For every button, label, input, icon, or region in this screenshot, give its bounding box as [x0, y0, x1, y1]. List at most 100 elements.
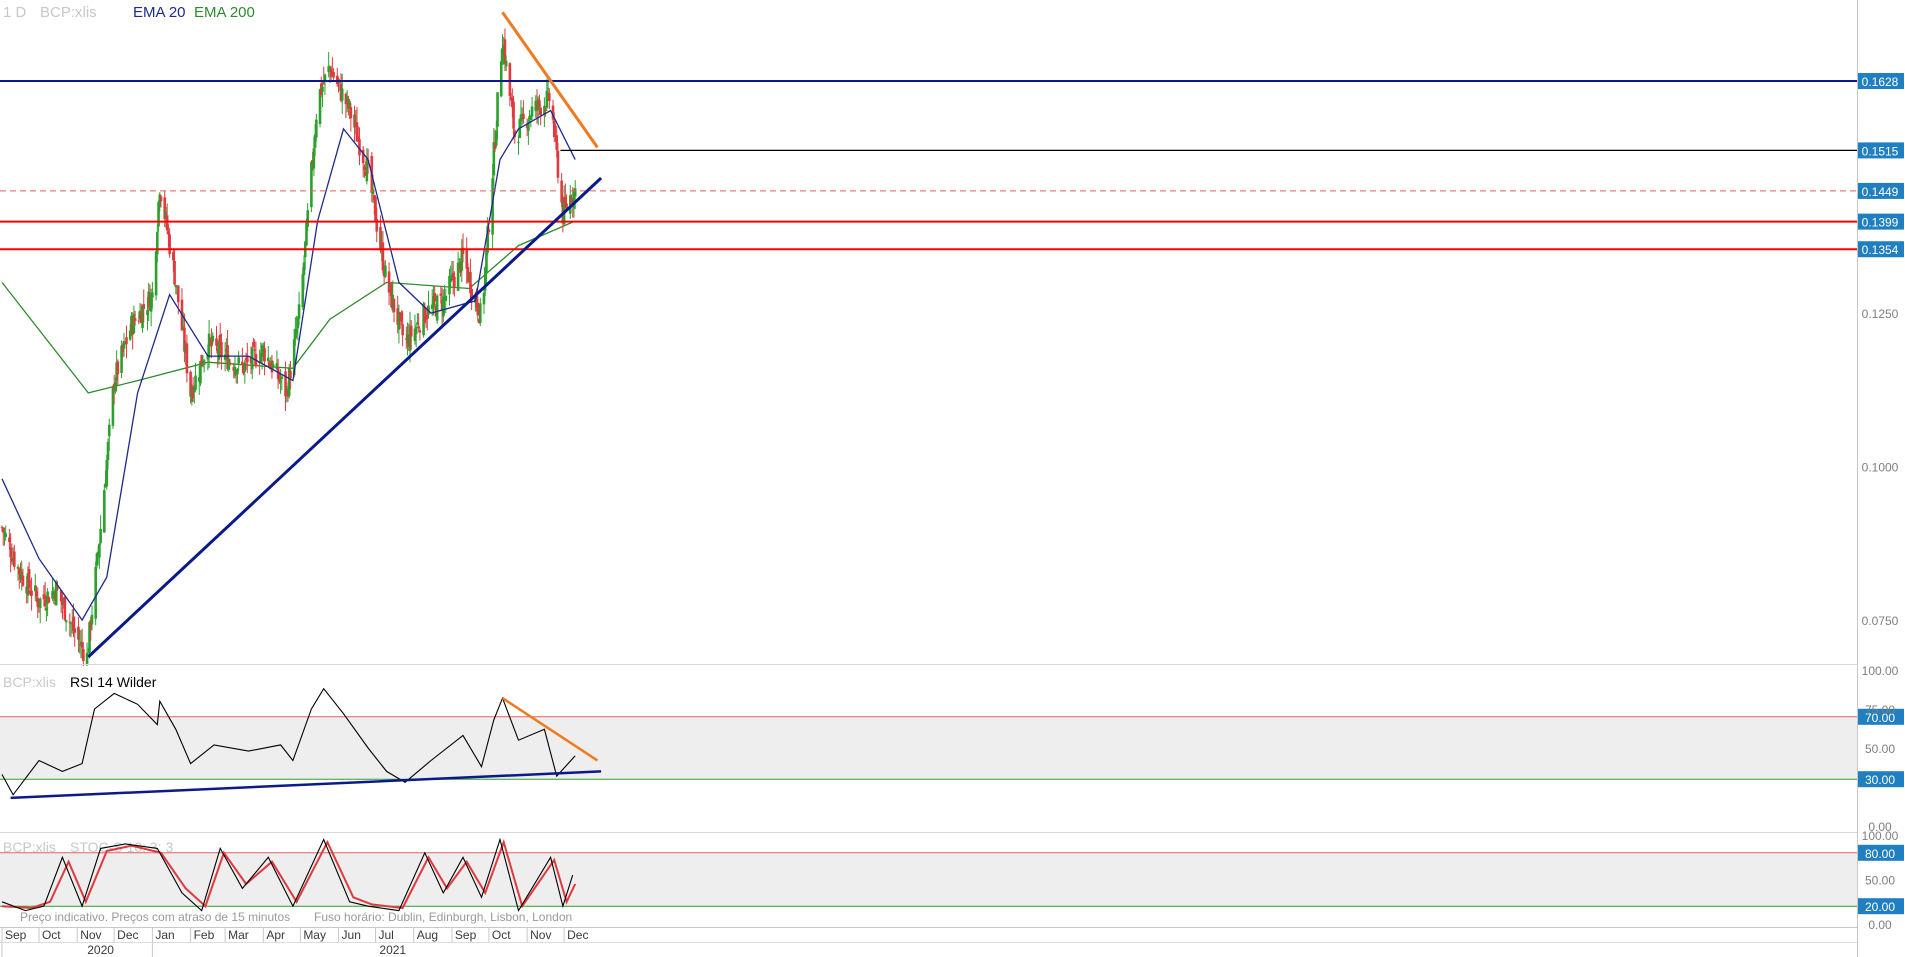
- candle[interactable]: [99, 515, 102, 545]
- candle[interactable]: [85, 642, 89, 668]
- candle[interactable]: [482, 288, 486, 315]
- candle[interactable]: [275, 350, 279, 371]
- candle[interactable]: [246, 342, 249, 374]
- candle[interactable]: [358, 127, 361, 166]
- candle[interactable]: [263, 341, 266, 376]
- candle[interactable]: [485, 247, 488, 287]
- candle[interactable]: [435, 293, 439, 324]
- candle[interactable]: [38, 597, 42, 624]
- candle[interactable]: [68, 613, 72, 637]
- candle[interactable]: [168, 227, 171, 258]
- candle[interactable]: [522, 100, 525, 124]
- candle[interactable]: [296, 316, 300, 341]
- candle[interactable]: [332, 68, 335, 80]
- candle[interactable]: [545, 78, 549, 112]
- candle[interactable]: [98, 542, 101, 569]
- candle[interactable]: [151, 281, 154, 309]
- candle[interactable]: [460, 239, 464, 283]
- candle[interactable]: [243, 359, 247, 384]
- candle[interactable]: [416, 313, 419, 326]
- candle[interactable]: [21, 568, 25, 587]
- candle[interactable]: [211, 332, 215, 345]
- candle[interactable]: [551, 99, 555, 124]
- candle[interactable]: [4, 525, 7, 541]
- candle[interactable]: [456, 251, 460, 292]
- price-panel[interactable]: [0, 0, 1857, 663]
- candle[interactable]: [539, 105, 542, 126]
- candle[interactable]: [302, 255, 306, 290]
- candle[interactable]: [544, 108, 547, 117]
- candle[interactable]: [353, 105, 356, 142]
- candle[interactable]: [202, 358, 206, 373]
- candle[interactable]: [271, 360, 275, 371]
- candle[interactable]: [527, 117, 530, 145]
- candle[interactable]: [356, 126, 360, 142]
- candle[interactable]: [13, 544, 16, 571]
- candle[interactable]: [8, 528, 11, 550]
- candle[interactable]: [156, 224, 159, 263]
- candle[interactable]: [530, 97, 534, 121]
- candle[interactable]: [210, 328, 213, 359]
- candle[interactable]: [185, 334, 189, 383]
- candle[interactable]: [548, 88, 551, 110]
- candle[interactable]: [173, 249, 176, 286]
- candle[interactable]: [107, 418, 111, 451]
- candle[interactable]: [142, 289, 146, 323]
- resistance-trendline[interactable]: [501, 11, 599, 149]
- candle[interactable]: [106, 438, 110, 470]
- candle[interactable]: [284, 361, 287, 411]
- candle[interactable]: [492, 128, 496, 186]
- candle[interactable]: [122, 332, 126, 357]
- candle[interactable]: [237, 351, 240, 372]
- candle[interactable]: [289, 361, 292, 390]
- candle[interactable]: [77, 616, 80, 653]
- candle[interactable]: [414, 324, 418, 348]
- candle[interactable]: [90, 605, 94, 631]
- candle[interactable]: [318, 88, 322, 128]
- candle[interactable]: [103, 484, 106, 533]
- candle[interactable]: [323, 73, 327, 95]
- candle[interactable]: [361, 146, 365, 178]
- candle[interactable]: [448, 268, 451, 306]
- candle[interactable]: [297, 291, 301, 326]
- candle[interactable]: [252, 337, 255, 348]
- candle[interactable]: [207, 320, 211, 368]
- candle[interactable]: [116, 359, 120, 386]
- candle[interactable]: [33, 573, 37, 602]
- candle[interactable]: [476, 296, 480, 322]
- candle[interactable]: [349, 103, 353, 132]
- candle[interactable]: [496, 92, 499, 140]
- candle[interactable]: [125, 325, 128, 359]
- candle[interactable]: [9, 533, 12, 573]
- candle[interactable]: [159, 194, 163, 208]
- candle[interactable]: [215, 326, 218, 351]
- candle[interactable]: [236, 367, 239, 384]
- candle[interactable]: [64, 619, 68, 632]
- candle[interactable]: [165, 203, 169, 235]
- candle[interactable]: [133, 310, 137, 326]
- candle[interactable]: [47, 595, 51, 604]
- candle[interactable]: [321, 82, 324, 108]
- candle[interactable]: [43, 581, 47, 611]
- candle[interactable]: [228, 358, 232, 366]
- candle[interactable]: [355, 107, 359, 142]
- candle[interactable]: [183, 313, 186, 363]
- candle[interactable]: [556, 142, 560, 184]
- candle[interactable]: [453, 271, 456, 297]
- candle[interactable]: [397, 304, 401, 344]
- candle[interactable]: [381, 230, 385, 274]
- candle[interactable]: [400, 310, 403, 326]
- candle[interactable]: [392, 298, 396, 323]
- candle[interactable]: [442, 289, 445, 323]
- candle[interactable]: [63, 595, 67, 621]
- candle[interactable]: [194, 362, 197, 392]
- candle[interactable]: [105, 454, 109, 490]
- candle[interactable]: [546, 80, 550, 95]
- candle[interactable]: [529, 114, 533, 128]
- candle[interactable]: [461, 233, 465, 263]
- candle[interactable]: [315, 113, 318, 142]
- candle[interactable]: [306, 203, 310, 232]
- support-trendline[interactable]: [87, 176, 603, 658]
- candle[interactable]: [504, 55, 508, 72]
